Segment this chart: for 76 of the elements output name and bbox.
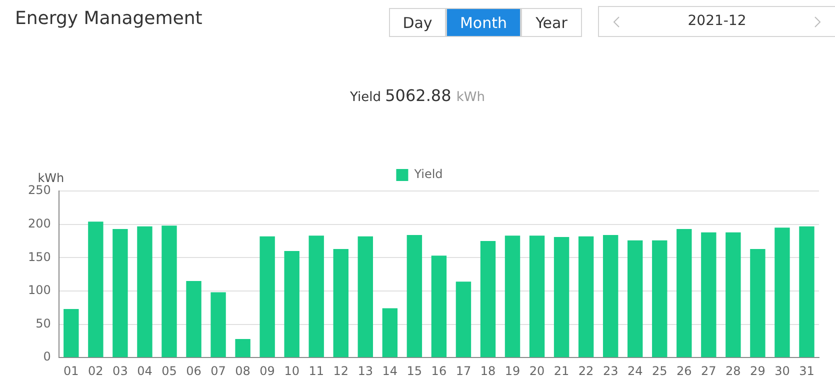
x-tick-label: 07 [210, 364, 226, 378]
x-tick-label: 20 [529, 364, 545, 378]
bar [284, 250, 300, 358]
bar [504, 236, 520, 358]
bar [529, 236, 545, 358]
x-tick-label: 28 [726, 364, 741, 378]
x-tick-label: 11 [308, 364, 324, 378]
x-tick-label: 23 [602, 364, 618, 378]
bar [799, 226, 814, 358]
x-tick-label: 01 [64, 364, 79, 378]
x-tick-label: 08 [235, 364, 250, 378]
bar [578, 236, 594, 358]
bar [88, 222, 104, 358]
x-tick-label: 27 [701, 364, 716, 378]
x-tick-label: 15 [406, 364, 422, 378]
x-tick-label: 05 [162, 364, 177, 378]
chart-title: Energy Management [15, 8, 202, 29]
y-tick-label: 100 [28, 283, 51, 298]
y-tick-label: 200 [28, 216, 51, 230]
bar [701, 232, 716, 358]
bar [480, 240, 496, 358]
text: Day [389, 8, 446, 37]
x-tick-label: 10 [284, 364, 300, 378]
bar [162, 226, 177, 358]
bar [235, 338, 250, 358]
x-tick-label: 03 [112, 364, 128, 378]
x-tick-label: 02 [88, 364, 104, 378]
bar [186, 280, 202, 358]
x-tick-label: 24 [627, 364, 643, 378]
x-tick-label: 21 [554, 364, 570, 378]
x-tick-label: 09 [260, 364, 275, 378]
bar [64, 308, 79, 358]
x-tick-label: 19 [504, 364, 520, 378]
text: Year [521, 8, 582, 37]
x-tick-label: 18 [480, 364, 496, 378]
bar [333, 248, 348, 358]
bar [382, 308, 398, 358]
x-tick-label: 06 [186, 364, 202, 378]
y-axis-title: kWh [38, 171, 64, 186]
x-tick-label: 14 [382, 364, 398, 378]
y-tick-label: 0 [43, 350, 51, 364]
bar [726, 232, 741, 358]
bar [137, 226, 152, 358]
bar [628, 240, 643, 358]
x-tick-label: 16 [431, 364, 447, 378]
bar [676, 228, 692, 358]
bar [358, 236, 373, 358]
bar [456, 282, 472, 358]
x-tick-label: 04 [137, 364, 152, 378]
y-tick-label: 150 [28, 250, 51, 264]
bar [406, 234, 422, 358]
bar [260, 236, 275, 358]
x-tick-label: 12 [333, 364, 349, 378]
legend-label: Yield [413, 167, 443, 182]
x-tick-label: 25 [652, 364, 668, 378]
bar [774, 228, 790, 358]
x-tick-label: 30 [774, 364, 790, 378]
bar [602, 234, 618, 358]
y-tick-label: 50 [36, 316, 51, 330]
x-tick-label: 31 [799, 364, 814, 378]
x-tick-label: 13 [358, 364, 374, 378]
text: Month [446, 8, 521, 37]
bar [431, 256, 447, 358]
x-tick-label: 22 [578, 364, 594, 378]
x-tick-label: 29 [750, 364, 766, 378]
bar [750, 248, 766, 358]
y-tick-label: 250 [28, 183, 51, 198]
chart-subtitle: Yield 5062.88 kWh [350, 86, 485, 105]
bar [308, 236, 324, 358]
bar [112, 228, 128, 358]
bar [554, 236, 570, 358]
x-tick-label: 17 [456, 364, 472, 378]
bar [210, 292, 226, 358]
text: 2021-12 [686, 13, 748, 29]
bar [652, 240, 668, 358]
x-tick-label: 26 [676, 364, 692, 378]
